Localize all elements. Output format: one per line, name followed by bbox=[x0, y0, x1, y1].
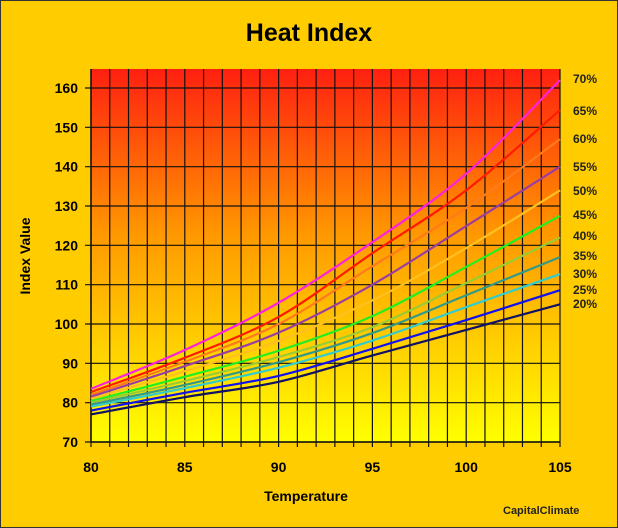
y-tick-label: 120 bbox=[55, 237, 79, 253]
x-tick-label: 90 bbox=[271, 459, 287, 475]
series-line-60pct bbox=[90, 138, 561, 396]
x-tick-label: 85 bbox=[177, 459, 193, 475]
x-axis-label: Temperature bbox=[264, 488, 348, 504]
series-line-55pct bbox=[90, 165, 561, 398]
y-tick-label: 140 bbox=[55, 159, 79, 175]
y-tick-label: 160 bbox=[55, 80, 79, 96]
x-tick-label: 105 bbox=[548, 459, 572, 475]
credit-label: CapitalClimate bbox=[503, 505, 580, 517]
legend-label-55pct: 55% bbox=[573, 160, 597, 174]
series-line-30pct bbox=[90, 273, 561, 408]
series-line-65pct bbox=[90, 109, 561, 394]
legend-label-25pct: 25% bbox=[573, 283, 597, 297]
legend-label-35pct: 35% bbox=[573, 249, 597, 263]
y-tick-label: 70 bbox=[62, 434, 78, 450]
y-tick-label: 90 bbox=[62, 355, 78, 371]
series-lines bbox=[90, 79, 561, 416]
legend-label-30pct: 30% bbox=[573, 267, 597, 281]
x-tick-label: 95 bbox=[365, 459, 381, 475]
x-axis-ticks: 80 85 90 95 100 105 bbox=[83, 459, 572, 475]
series-line-20pct bbox=[90, 303, 561, 416]
legend-label-45pct: 45% bbox=[573, 208, 597, 222]
series-line-50pct bbox=[90, 189, 561, 400]
series-line-35pct bbox=[90, 256, 561, 406]
legend-label-65pct: 65% bbox=[573, 104, 597, 118]
y-tick-label: 150 bbox=[55, 119, 79, 135]
series-line-45pct bbox=[90, 214, 561, 403]
chart-title: Heat Index bbox=[245, 19, 373, 47]
series-line-70pct bbox=[90, 79, 561, 390]
x-tick-label: 100 bbox=[455, 459, 479, 475]
legend-label-50pct: 50% bbox=[573, 184, 597, 198]
series-line-25pct bbox=[90, 289, 561, 412]
y-axis-ticks: 70 80 90 100 110 120 130 140 150 160 bbox=[55, 80, 79, 450]
y-tick-label: 110 bbox=[55, 277, 78, 293]
legend-label-70pct: 70% bbox=[573, 72, 597, 86]
y-tick-label: 80 bbox=[62, 395, 78, 411]
legend-label-60pct: 60% bbox=[573, 132, 597, 146]
legend-label-40pct: 40% bbox=[573, 229, 597, 243]
y-tick-label: 100 bbox=[55, 316, 79, 332]
y-tick-label: 130 bbox=[55, 198, 79, 214]
legend-label-20pct: 20% bbox=[573, 297, 597, 311]
x-tick-label: 80 bbox=[83, 459, 99, 475]
legend: 70% 65% 60% 55% 50% 45% 40% 35% 30% 25%20% bbox=[573, 72, 597, 311]
series-line-40pct bbox=[90, 236, 561, 404]
